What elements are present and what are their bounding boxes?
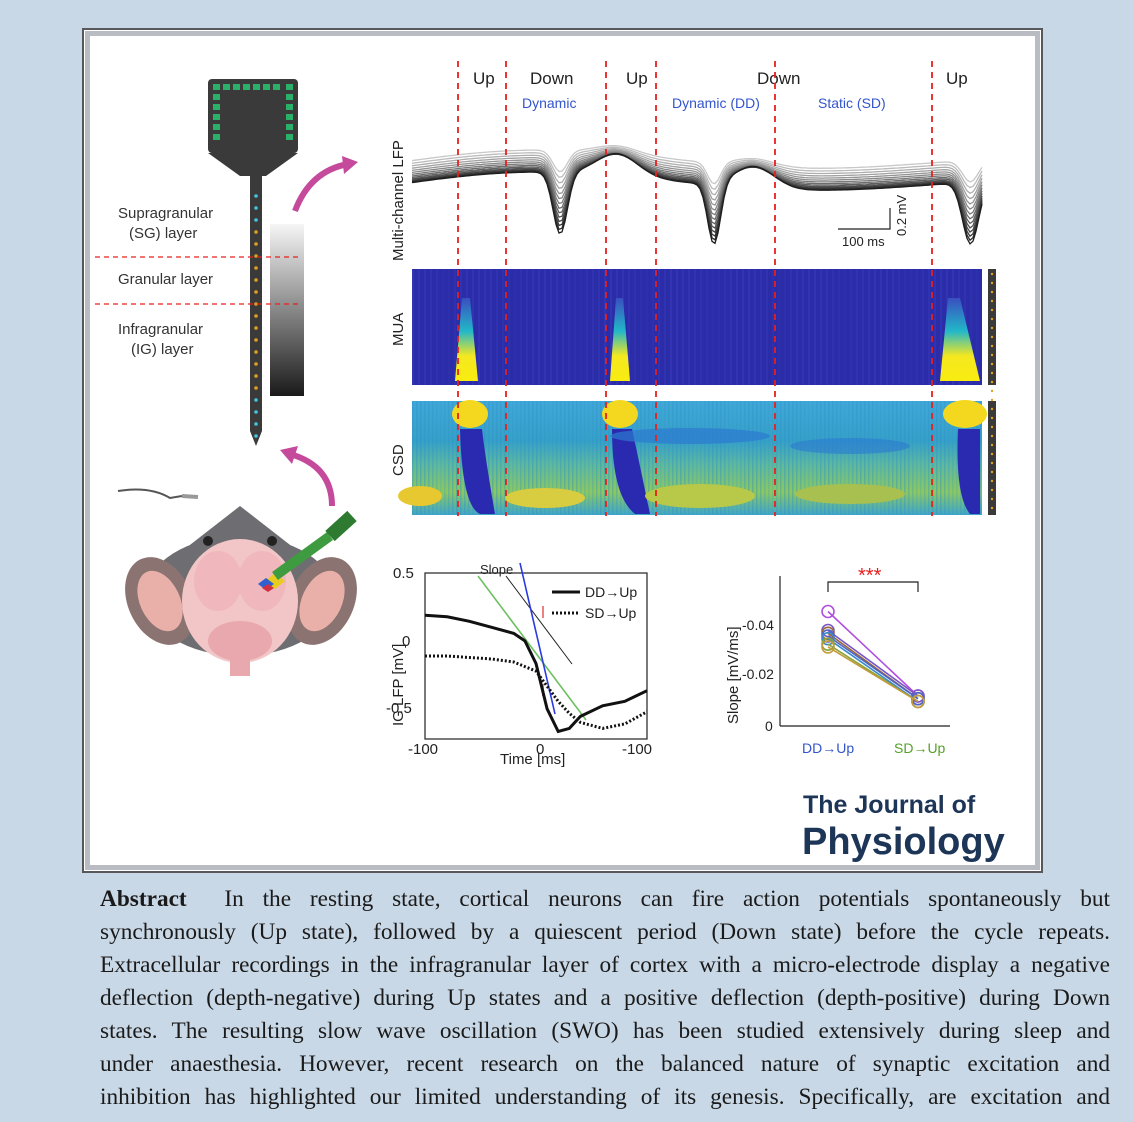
point-dd-up — [821, 640, 835, 654]
ig-label-1: Infragranular — [118, 321, 203, 338]
arrow-up-icon — [292, 161, 349, 213]
slope-cat-sd: SD→Up — [894, 740, 946, 756]
lfp-trace — [411, 153, 983, 225]
lfp-trace — [411, 152, 983, 221]
abstract-line-6: under anaesthesia. However, recent resea… — [100, 1051, 1110, 1077]
point-dd-up — [821, 604, 835, 619]
scale-bar-voltage: 0.2 mV — [894, 194, 909, 236]
label-down-1: Down — [530, 69, 573, 88]
mouse-illustration — [117, 488, 357, 676]
line-chart-xtick-0: -100 — [408, 741, 438, 758]
abstract-text: Abstract In the resting state, cortical … — [100, 883, 1110, 1114]
lfp-trace — [411, 148, 983, 196]
significance-stars: *** — [858, 565, 882, 587]
abstract-label: Abstract — [100, 886, 187, 912]
slope-cat-dd: DD→Up — [802, 740, 854, 756]
lfp-trace — [411, 149, 983, 201]
slope-line-green — [477, 575, 587, 721]
slope-ytick-0: -0.04 — [742, 617, 774, 633]
abstract-line-4: deflection (depth-negative) during Up st… — [100, 985, 1110, 1011]
point-sd-up — [911, 694, 925, 709]
probe-pads — [213, 84, 293, 140]
label-dynamic-dd: Dynamic (DD) — [672, 95, 760, 111]
lfp-trace — [411, 153, 983, 234]
line-chart-legend: DD→Up SD→Up — [552, 584, 637, 621]
side-contacts — [990, 272, 994, 510]
slope-ytick-2: 0 — [765, 718, 773, 734]
line-chart-xtick-1: 0 — [536, 741, 544, 758]
slope-line-blue — [519, 562, 556, 715]
pair-line — [827, 610, 919, 697]
lfp-trace — [411, 146, 983, 190]
abstract-line-5: states. The resulting slow wave oscillat… — [100, 1018, 1110, 1044]
lfp-trace — [411, 152, 983, 245]
lfp-trace — [411, 144, 983, 185]
lfp-trace — [411, 153, 983, 229]
pair-line — [827, 629, 919, 697]
label-dynamic-1: Dynamic — [522, 95, 576, 111]
slope-label: Slope — [480, 562, 513, 577]
mua-heatmap — [412, 269, 996, 385]
label-down-2: Down — [757, 69, 800, 88]
scale-bar: 100 ms 0.2 mV — [838, 194, 909, 249]
granular-label: Granular layer — [118, 271, 213, 288]
abstract-line-3: Extracellular recordings in the infragra… — [100, 952, 1110, 978]
ig-label-2: (IG) layer — [131, 341, 194, 358]
abstract-line-2: synchronously (Up state), followed by a … — [100, 919, 1110, 945]
abstract-line-1: Abstract In the resting state, cortical … — [100, 883, 1110, 916]
series-line-sd-up — [425, 654, 648, 730]
label-up-1: Up — [473, 69, 495, 88]
journal-line-2: Physiology — [802, 821, 1005, 863]
state-labels: Up Down Dynamic Up Down Dynamic (DD) Sta… — [473, 69, 968, 111]
mua-panel-label: MUA — [390, 313, 407, 346]
electrode-probe — [208, 79, 298, 446]
pair-line — [827, 646, 919, 703]
label-up-3: Up — [946, 69, 968, 88]
arrow-probe-head-icon — [280, 446, 298, 464]
series-line-dd-up — [424, 613, 648, 734]
line-chart-ylabel: IG LFP [mV] — [390, 644, 407, 726]
depth-gradient-bar — [270, 224, 304, 396]
line-chart-ytick-1: 0 — [402, 633, 410, 650]
arrow-probe-icon — [289, 451, 335, 507]
slope-chart-ylabel: Slope [mV/ms] — [725, 626, 742, 724]
scale-bar-time: 100 ms — [842, 234, 885, 249]
line-chart-xlabel: Time [ms] — [500, 751, 565, 768]
label-static-sd: Static (SD) — [818, 95, 886, 111]
journal-logo: The Journal of Physiology — [802, 791, 1005, 863]
lfp-trace — [411, 150, 983, 206]
arrow-up-head-icon — [342, 156, 358, 174]
slope-chart: Slope [mV/ms] -0.04 -0.02 0 DD→Up SD→Up … — [725, 565, 950, 756]
legend-sd-up: SD→Up — [585, 605, 637, 621]
legend-dd-up: DD→Up — [585, 584, 637, 600]
lfp-trace — [411, 153, 983, 238]
probe-contacts — [254, 194, 258, 438]
csd-panel-label: CSD — [390, 444, 407, 476]
lfp-panel-label: Multi-channel LFP — [390, 140, 407, 261]
ig-lfp-chart: IG LFP [mV] Time [ms] 0.5 0 -0.5 -100 0 … — [386, 562, 652, 768]
figure-graphic: Supragranular (SG) layer Granular layer … — [95, 61, 1005, 863]
state-boundaries — [457, 61, 933, 516]
slope-ytick-1: -0.02 — [742, 666, 774, 682]
csd-heatmap — [398, 400, 996, 515]
sg-label-1: Supragranular — [118, 205, 213, 222]
line-chart-ytick-2: -0.5 — [386, 700, 412, 717]
line-chart-ytick-0: 0.5 — [393, 565, 414, 582]
label-up-2: Up — [626, 69, 648, 88]
lfp-traces — [411, 144, 983, 245]
sg-label-2: (SG) layer — [129, 225, 197, 242]
lfp-trace — [411, 151, 983, 211]
abstract-line-1-text: In the resting state, cortical neurons c… — [224, 886, 1110, 912]
abstract-line-7: inhibition has highlighted our limited u… — [100, 1084, 1110, 1110]
line-chart-xtick-2: -100 — [622, 741, 652, 758]
figure-panel: Supragranular (SG) layer Granular layer … — [85, 31, 1040, 870]
journal-line-1: The Journal of — [803, 791, 976, 819]
pair-line — [827, 635, 919, 700]
lfp-trace — [411, 152, 983, 216]
